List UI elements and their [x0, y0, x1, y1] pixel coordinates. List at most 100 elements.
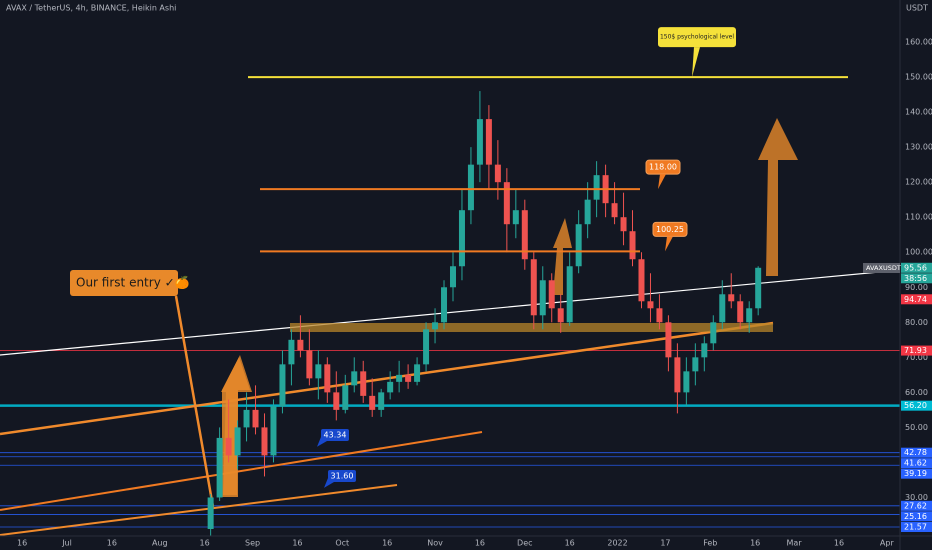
- x-tick-label: Dec: [517, 539, 532, 548]
- symbol-tag: AVAXUSDT: [866, 264, 901, 272]
- price-box: [901, 511, 932, 522]
- candle-body: [270, 406, 277, 456]
- countdown-box: [901, 273, 932, 284]
- candle-body: [225, 437, 232, 456]
- y-tick-label: 50.00: [905, 423, 928, 432]
- candle-body: [234, 427, 241, 456]
- y-tick-label: 80.00: [905, 318, 928, 327]
- candle-body: [530, 259, 537, 316]
- candle-body: [710, 322, 717, 344]
- candle-body: [207, 497, 214, 529]
- x-tick-label: Mar: [787, 539, 803, 548]
- candle-body: [432, 322, 439, 330]
- price-box: [901, 294, 932, 305]
- callout-box: [321, 429, 349, 441]
- candle-body: [279, 364, 286, 407]
- symbol-tag-box: [863, 263, 900, 273]
- x-tick-label: Aug: [152, 539, 168, 548]
- arrow: [758, 118, 798, 276]
- candle-body: [423, 329, 430, 365]
- candle-body: [441, 287, 448, 323]
- price-box: [901, 262, 932, 273]
- candle-body: [737, 301, 744, 323]
- candle-body: [333, 392, 340, 410]
- candle-body: [692, 357, 699, 372]
- candle-body: [387, 381, 394, 393]
- candle-body: [315, 364, 322, 379]
- x-tick-label: Feb: [703, 539, 717, 548]
- note-box: [70, 270, 178, 296]
- candle-body: [647, 301, 654, 309]
- candle-body: [656, 308, 663, 323]
- annotation-box: [658, 27, 736, 48]
- channel-line: [0, 321, 774, 436]
- x-tick-label: 16: [750, 539, 760, 548]
- candle-body: [620, 217, 627, 232]
- candle-body: [521, 210, 528, 260]
- currency: USDT: [906, 4, 928, 13]
- candle-body: [306, 350, 313, 379]
- candle-body: [297, 339, 304, 351]
- price-label: 95.56: [904, 263, 927, 272]
- channel-line: [0, 484, 398, 536]
- price-label: 56.20: [904, 401, 927, 410]
- price-label: 94.74: [904, 295, 927, 304]
- candle-body: [539, 280, 546, 316]
- annotation-pointer: [692, 47, 700, 78]
- candle-body: [476, 119, 483, 165]
- annotation-label: 150$ psychological level: [660, 34, 734, 41]
- price-box: [901, 345, 932, 356]
- candle-body: [674, 357, 681, 393]
- callout-pointer: [324, 478, 334, 488]
- candle-body: [351, 371, 358, 386]
- candle-body: [405, 374, 412, 382]
- candle-body: [485, 119, 492, 165]
- candle-body: [719, 294, 726, 323]
- y-tick-label: 100.00: [905, 248, 932, 257]
- candle-body: [629, 231, 636, 260]
- x-tick-label: 2022: [607, 539, 627, 548]
- candle-body: [593, 175, 600, 200]
- candle-body: [458, 210, 465, 267]
- pointer-line: [174, 295, 215, 508]
- candle-body: [755, 267, 762, 309]
- price-box: [901, 458, 932, 469]
- candle-body: [557, 308, 564, 323]
- x-tick-label: 16: [475, 539, 485, 548]
- candle-body: [449, 266, 456, 288]
- annotation-label: 118.00: [649, 163, 677, 172]
- price-label: 21.57: [904, 522, 927, 531]
- y-tick-label: 70.00: [905, 353, 928, 362]
- candle-body: [503, 182, 510, 225]
- x-tick-label: 16: [382, 539, 392, 548]
- chart-title: AVAX / TetherUS, 4h, BINANCE, Heikin Ash…: [6, 4, 176, 13]
- annotation-label: 100.25: [656, 225, 684, 234]
- callout-pointer: [317, 437, 327, 447]
- y-tick-label: 120.00: [905, 178, 932, 187]
- candle-body: [638, 259, 645, 302]
- x-tick-label: 16: [292, 539, 302, 548]
- price-label: 42.78: [904, 448, 927, 457]
- candle-body: [494, 164, 501, 183]
- candle-body: [288, 339, 295, 365]
- candle-body: [467, 164, 474, 211]
- price-box: [901, 521, 932, 532]
- candle-body: [512, 210, 519, 225]
- candle-body: [324, 364, 331, 393]
- y-tick-label: 130.00: [905, 143, 932, 152]
- x-tick-label: Sep: [245, 539, 260, 548]
- x-tick-label: Oct: [335, 539, 349, 548]
- candle-body: [611, 203, 618, 218]
- countdown: 38:56: [904, 274, 927, 283]
- candle-body: [548, 280, 555, 309]
- x-tick-label: Jul: [61, 539, 72, 548]
- x-tick-label: 16: [200, 539, 210, 548]
- x-tick-label: 16: [834, 539, 844, 548]
- candle-body: [575, 224, 582, 267]
- y-tick-label: 30.00: [905, 493, 928, 502]
- annotation-pointer: [658, 174, 666, 190]
- candle-body: [566, 266, 573, 323]
- trend-line: [0, 269, 900, 356]
- x-tick-label: 16: [17, 539, 27, 548]
